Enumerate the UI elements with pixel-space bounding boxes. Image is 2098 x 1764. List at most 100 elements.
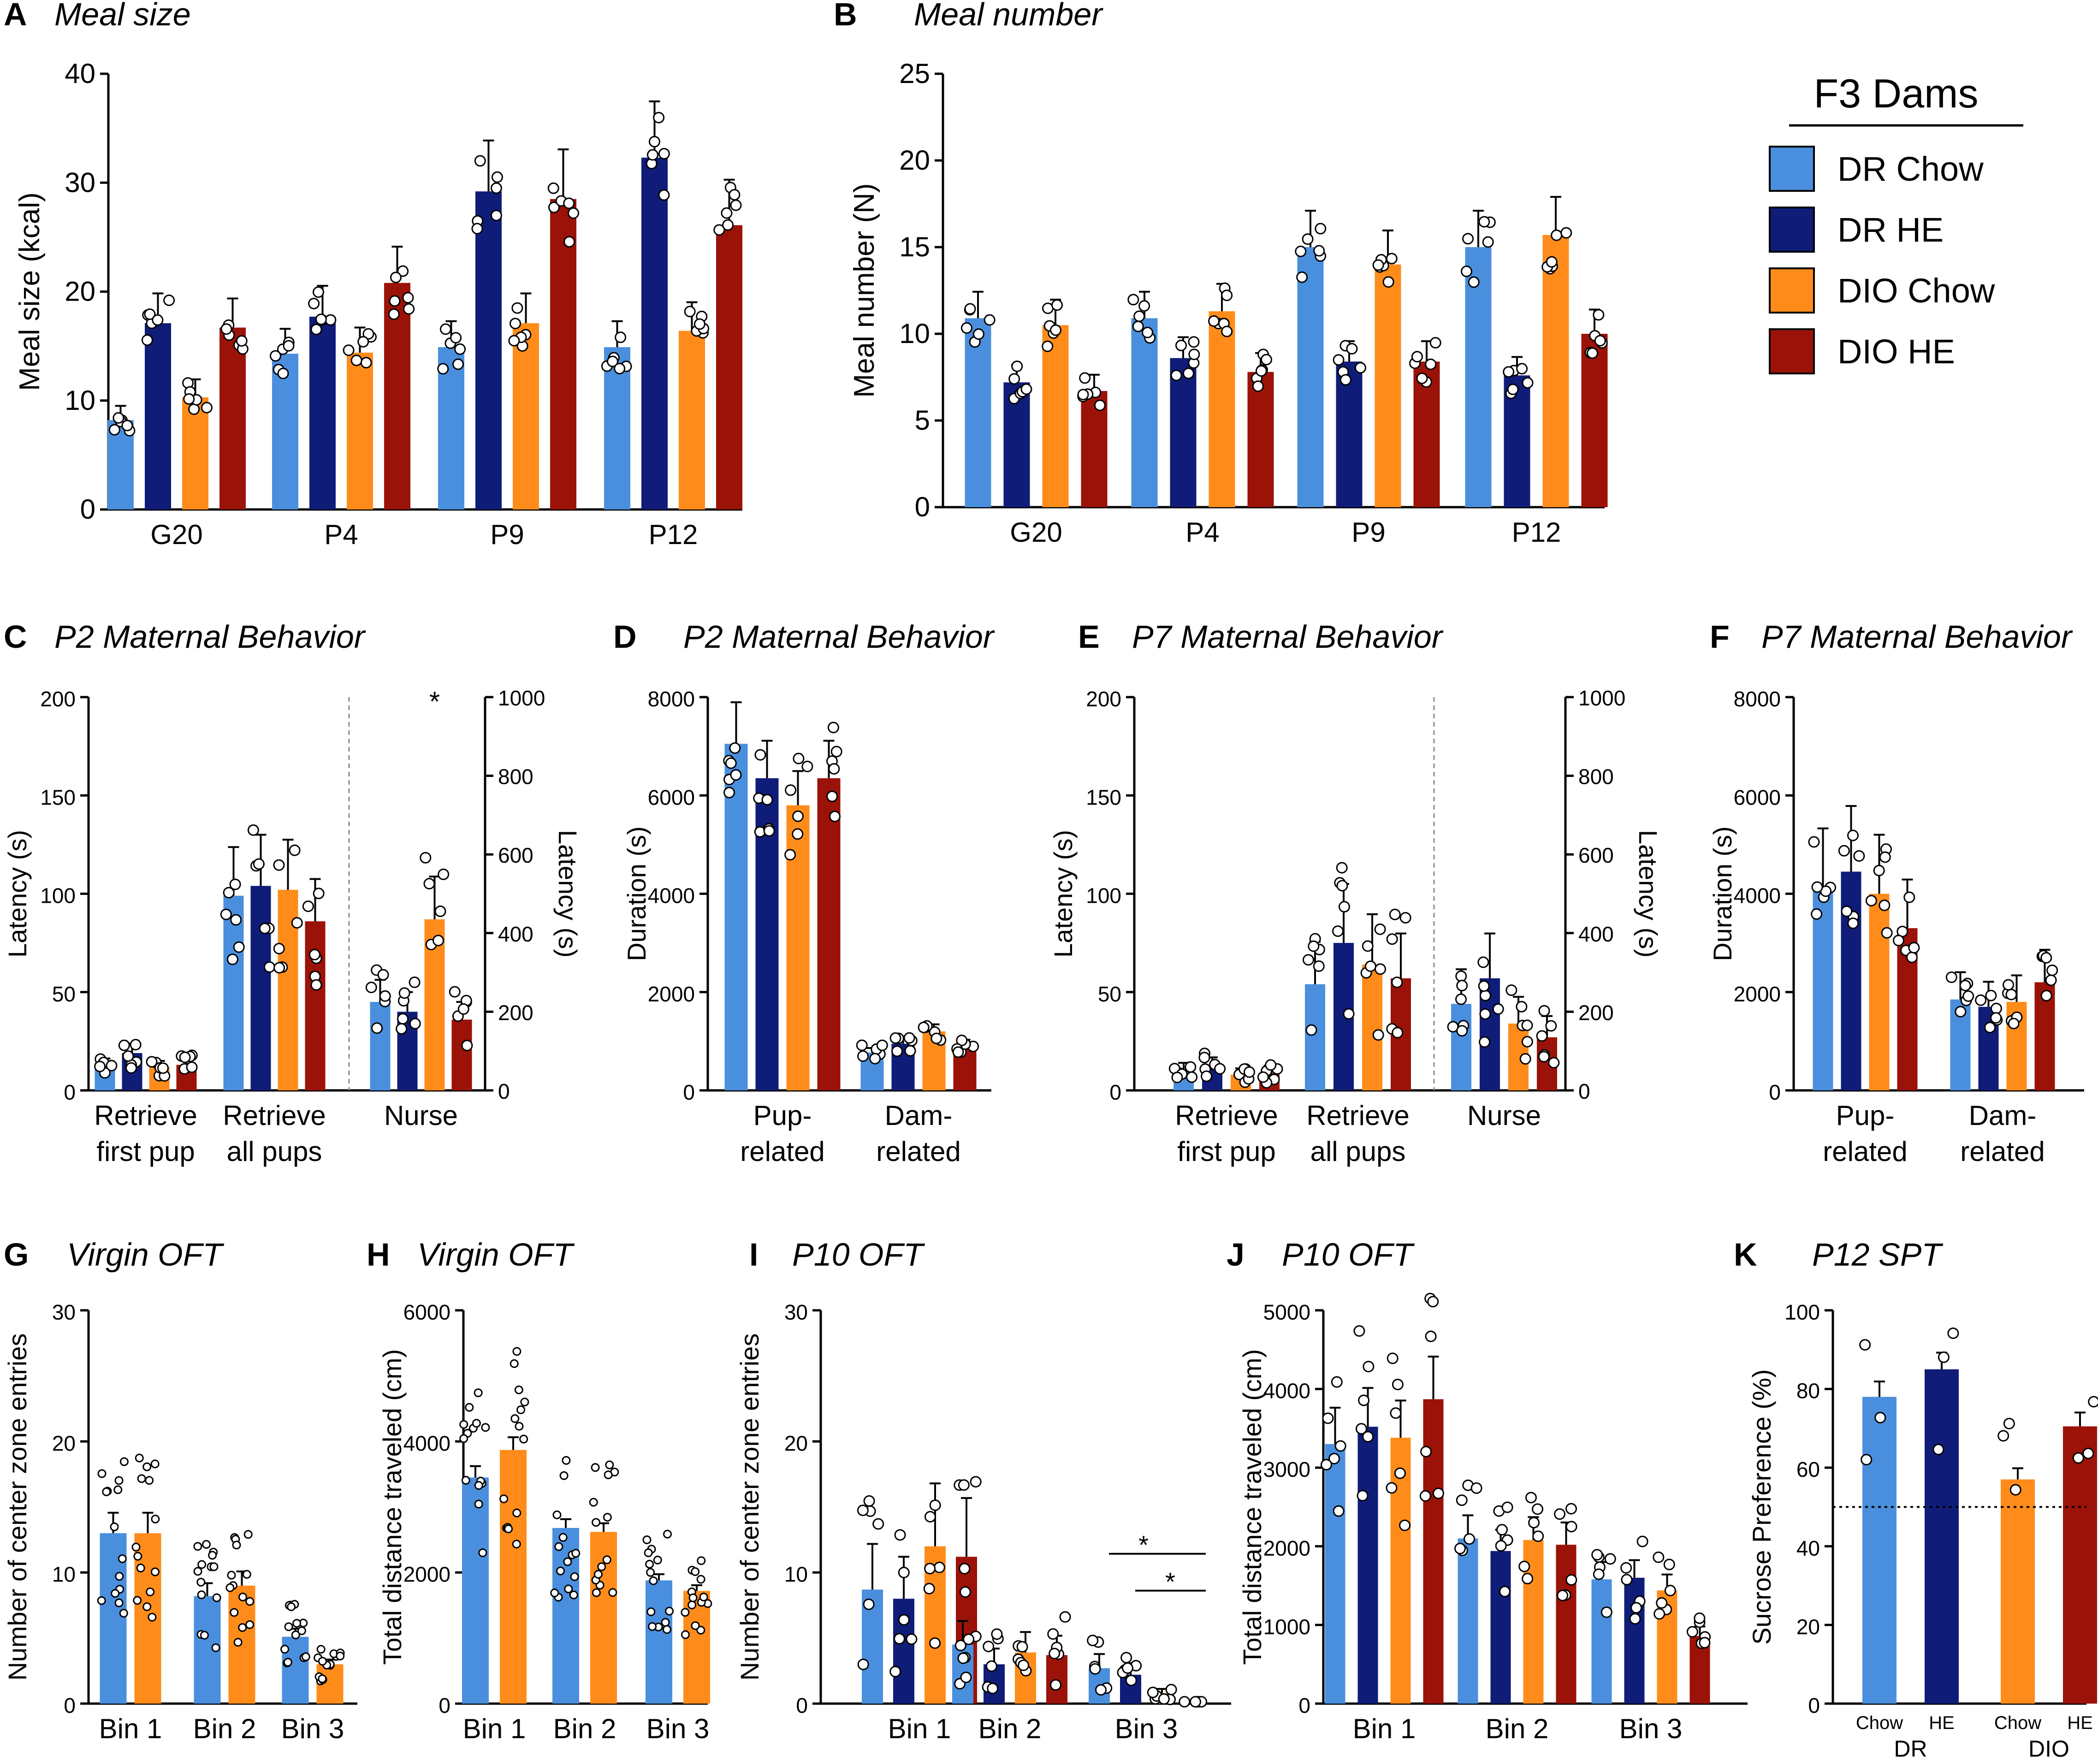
data-point xyxy=(402,292,414,304)
data-point xyxy=(929,1499,941,1511)
data-point xyxy=(1699,1637,1711,1649)
data-point xyxy=(247,824,259,836)
data-point xyxy=(1462,233,1474,245)
y-tick-label: 100 xyxy=(1784,1300,1820,1324)
bar-dr-1 xyxy=(1925,1369,1959,1704)
data-point xyxy=(903,1032,915,1044)
data-point xyxy=(1333,354,1345,366)
data-point xyxy=(508,335,520,347)
data-point xyxy=(136,1563,145,1573)
data-point xyxy=(1545,1020,1557,1032)
y-tick-label: 50 xyxy=(1098,982,1121,1006)
data-point xyxy=(1811,908,1823,920)
data-point xyxy=(1518,1560,1530,1572)
data-point xyxy=(459,1420,468,1429)
data-point xyxy=(379,990,391,1002)
panel-k: K P12 SPT 0 20 40 60 80 100 Sucrose Preference (… xyxy=(1734,1237,2098,1762)
data-point xyxy=(316,1645,326,1654)
data-point xyxy=(653,112,665,124)
data-point xyxy=(474,1481,483,1490)
data-point xyxy=(1047,1628,1059,1640)
bar-dio-1 xyxy=(2063,1426,2097,1704)
data-point xyxy=(1516,1000,1528,1012)
data-point xyxy=(1308,940,1320,952)
data-point xyxy=(1507,383,1519,395)
data-point xyxy=(2003,979,2015,991)
data-point xyxy=(474,1388,483,1397)
data-point xyxy=(1077,389,1089,401)
data-point xyxy=(614,362,626,374)
data-point xyxy=(1320,1459,1332,1471)
bar-p4-0 xyxy=(272,354,298,509)
bar-g20-3 xyxy=(219,327,246,509)
data-point xyxy=(1565,1574,1577,1586)
data-point xyxy=(959,1563,971,1575)
data-point xyxy=(1125,1675,1137,1687)
panel-title: P10 OFT xyxy=(792,1237,925,1273)
data-point xyxy=(1532,1503,1544,1515)
data-point xyxy=(510,1359,519,1368)
data-point xyxy=(662,1625,671,1634)
data-point xyxy=(1343,1008,1355,1020)
data-point xyxy=(472,1419,481,1428)
data-point xyxy=(1560,227,1572,239)
bar-p12-2 xyxy=(1542,235,1569,507)
data-point xyxy=(952,1046,964,1058)
bar-p12-0 xyxy=(604,347,630,509)
data-point xyxy=(642,1535,652,1545)
y-tick-label: 100 xyxy=(1086,884,1121,908)
data-point xyxy=(325,314,337,326)
data-point xyxy=(1861,1454,1873,1466)
data-point xyxy=(1120,1652,1132,1663)
y-tick-label: 5000 xyxy=(1263,1300,1310,1324)
data-point xyxy=(233,941,245,953)
data-point xyxy=(313,286,325,298)
data-point xyxy=(1221,326,1233,337)
data-point xyxy=(923,1583,935,1595)
group-label: Retrieve xyxy=(1175,1100,1278,1131)
bar-p4-3 xyxy=(1247,372,1274,507)
data-point xyxy=(792,810,804,822)
data-point xyxy=(956,1035,968,1047)
data-point xyxy=(151,1515,160,1524)
data-point xyxy=(1252,380,1264,392)
data-point xyxy=(238,1592,247,1602)
group-label-line2: related xyxy=(740,1136,824,1167)
y-tick-label: 15 xyxy=(899,231,930,262)
data-point xyxy=(1186,1071,1198,1083)
data-point xyxy=(589,1498,598,1507)
data-point xyxy=(1328,1453,1340,1465)
data-point xyxy=(318,1674,327,1683)
legend-label-dr-chow: DR Chow xyxy=(1837,150,1984,188)
data-point xyxy=(984,314,996,326)
y-tick-label: 0 xyxy=(1109,1080,1121,1104)
group-label: Bin 1 xyxy=(1353,1713,1416,1744)
y-tick-label: 0 xyxy=(64,1693,76,1717)
data-point xyxy=(357,336,369,348)
data-point xyxy=(763,825,775,837)
data-point xyxy=(1811,881,1823,893)
y-axis-label: Total distance traveled (cm) xyxy=(378,1349,407,1665)
data-point xyxy=(1630,1602,1642,1614)
data-point xyxy=(350,355,362,367)
data-point xyxy=(889,1032,901,1044)
bar-dr-0 xyxy=(1862,1397,1896,1704)
y-tick-label: 20 xyxy=(899,145,930,176)
data-point xyxy=(1372,259,1384,271)
data-point xyxy=(145,1476,154,1485)
y-tick-label: 2000 xyxy=(403,1563,450,1586)
y-tick-label: 10 xyxy=(784,1563,808,1586)
group-label: Dam- xyxy=(885,1100,953,1131)
panel-letter: A xyxy=(4,0,27,32)
data-point xyxy=(1390,1407,1402,1419)
y-axis-label-right: Latency (s) xyxy=(553,830,582,958)
bar-bin-1-0 xyxy=(462,1477,489,1704)
y-tick-label: 4000 xyxy=(1263,1379,1310,1403)
group-label-line2: first pup xyxy=(96,1136,195,1167)
group-label: Bin 3 xyxy=(281,1713,344,1744)
data-point xyxy=(661,1618,670,1627)
data-point xyxy=(259,923,271,935)
data-point xyxy=(512,1508,522,1517)
data-point xyxy=(2008,1018,2020,1030)
y-axis-label: Total distance traveled (cm) xyxy=(1238,1349,1267,1665)
